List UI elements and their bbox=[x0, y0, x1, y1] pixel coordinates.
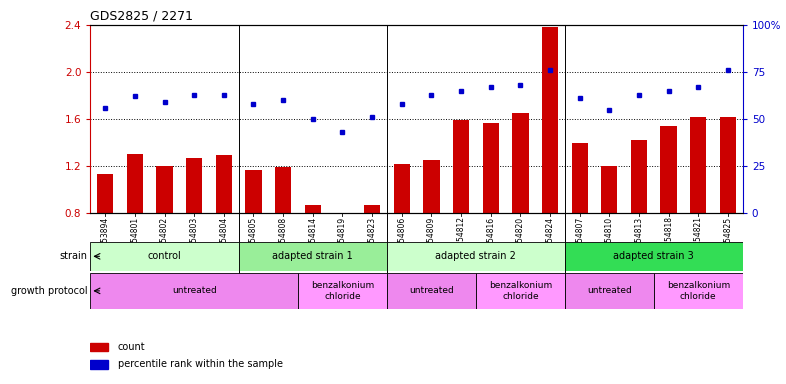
Text: GSM153894: GSM153894 bbox=[101, 217, 110, 263]
Text: untreated: untreated bbox=[409, 286, 454, 295]
Bar bbox=[298, 273, 387, 309]
Bar bbox=[387, 242, 565, 271]
Bar bbox=[601, 166, 618, 213]
Bar bbox=[483, 122, 499, 213]
Bar bbox=[660, 126, 677, 213]
Bar bbox=[305, 205, 321, 213]
Text: GSM154807: GSM154807 bbox=[575, 217, 584, 263]
Bar bbox=[512, 113, 528, 213]
Bar bbox=[364, 205, 380, 213]
Text: GSM154814: GSM154814 bbox=[308, 217, 318, 263]
Bar bbox=[565, 242, 743, 271]
Bar bbox=[156, 166, 173, 213]
Bar bbox=[90, 360, 108, 369]
Text: GSM154810: GSM154810 bbox=[605, 217, 614, 263]
Bar bbox=[631, 140, 647, 213]
Text: adapted strain 1: adapted strain 1 bbox=[273, 251, 353, 262]
Text: GSM154820: GSM154820 bbox=[516, 217, 525, 263]
Bar bbox=[394, 164, 410, 213]
Text: untreated: untreated bbox=[172, 286, 217, 295]
Text: control: control bbox=[148, 251, 182, 262]
Text: GDS2825 / 2271: GDS2825 / 2271 bbox=[90, 9, 193, 22]
Text: growth protocol: growth protocol bbox=[11, 286, 87, 296]
Text: GSM154809: GSM154809 bbox=[427, 217, 436, 263]
Bar bbox=[215, 156, 232, 213]
Bar bbox=[476, 273, 565, 309]
Text: benzalkonium
chloride: benzalkonium chloride bbox=[667, 281, 730, 301]
Text: GSM154812: GSM154812 bbox=[457, 217, 465, 263]
Text: GSM154806: GSM154806 bbox=[397, 217, 406, 263]
Text: untreated: untreated bbox=[587, 286, 632, 295]
Text: GSM154804: GSM154804 bbox=[219, 217, 228, 263]
Text: GSM154801: GSM154801 bbox=[130, 217, 139, 263]
Text: GSM154816: GSM154816 bbox=[487, 217, 495, 263]
Bar bbox=[453, 120, 469, 213]
Text: strain: strain bbox=[60, 251, 87, 262]
Text: GSM154802: GSM154802 bbox=[160, 217, 169, 263]
Bar bbox=[239, 242, 387, 271]
Bar bbox=[565, 273, 654, 309]
Text: GSM154821: GSM154821 bbox=[694, 217, 703, 263]
Bar bbox=[654, 273, 743, 309]
Bar bbox=[127, 154, 143, 213]
Text: count: count bbox=[118, 342, 145, 352]
Text: adapted strain 3: adapted strain 3 bbox=[613, 251, 694, 262]
Text: GSM154803: GSM154803 bbox=[189, 217, 199, 263]
Bar bbox=[90, 273, 298, 309]
Text: GSM154825: GSM154825 bbox=[723, 217, 733, 263]
Text: adapted strain 2: adapted strain 2 bbox=[435, 251, 516, 262]
Text: GSM154805: GSM154805 bbox=[249, 217, 258, 263]
Text: percentile rank within the sample: percentile rank within the sample bbox=[118, 359, 283, 369]
Text: GSM154823: GSM154823 bbox=[368, 217, 376, 263]
Bar bbox=[90, 242, 239, 271]
Bar bbox=[542, 27, 558, 213]
Bar bbox=[690, 117, 707, 213]
Text: GSM154818: GSM154818 bbox=[664, 217, 673, 263]
Bar bbox=[571, 142, 588, 213]
Text: GSM154819: GSM154819 bbox=[338, 217, 347, 263]
Bar bbox=[423, 160, 439, 213]
Text: benzalkonium
chloride: benzalkonium chloride bbox=[310, 281, 374, 301]
Bar bbox=[275, 167, 292, 213]
Bar bbox=[720, 117, 736, 213]
Bar bbox=[186, 158, 202, 213]
Bar bbox=[387, 273, 476, 309]
Text: GSM154808: GSM154808 bbox=[279, 217, 288, 263]
Bar bbox=[90, 343, 108, 351]
Text: GSM154824: GSM154824 bbox=[545, 217, 554, 263]
Text: benzalkonium
chloride: benzalkonium chloride bbox=[489, 281, 552, 301]
Bar bbox=[245, 170, 262, 213]
Bar bbox=[97, 174, 113, 213]
Text: GSM154813: GSM154813 bbox=[634, 217, 644, 263]
